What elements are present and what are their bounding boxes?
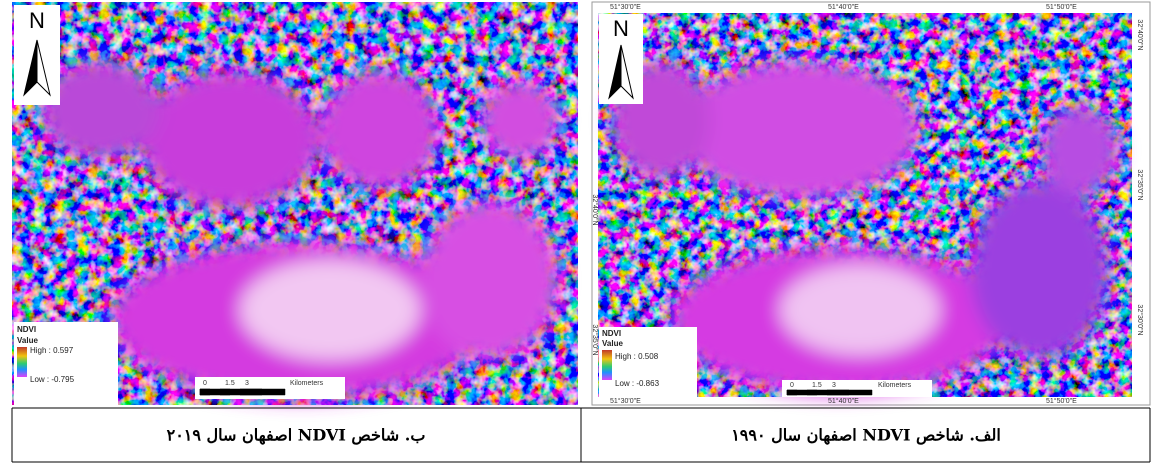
legend-high: High : 0.508 [615, 352, 659, 361]
coord-label: 32°35'0"N [1136, 169, 1144, 200]
north-label: N [29, 8, 45, 33]
coord-label: 51°40'0"E [828, 3, 859, 11]
coord-label: 51°40'0"E [828, 397, 859, 405]
legend-title: NDVI [602, 329, 621, 338]
scale-bar [786, 389, 873, 396]
legend-box [599, 327, 697, 397]
legend-title: NDVI [17, 325, 36, 334]
map-1990: N NDVI Value High : 0.508 Low : -0.863 0… [591, 1, 1151, 406]
urban-area [40, 60, 560, 400]
scale-label: 0 [203, 380, 207, 387]
coord-label: 32°40'0"N [591, 194, 599, 225]
coord-label: 32°35'0"N [591, 324, 599, 355]
scale-bar [199, 388, 286, 396]
legend-low: Low : -0.863 [615, 379, 660, 388]
coord-label: 32°30'0"N [1136, 304, 1144, 335]
legend-high: High : 0.597 [30, 346, 74, 355]
coord-label: 51°50'0"E [1046, 397, 1077, 405]
legend-box [14, 322, 118, 405]
caption: ب. شاخص NDVI اصفهان سال ۲۰۱۹ [167, 426, 426, 446]
scale-label: 3 [245, 380, 249, 387]
legend-subtitle: Value [17, 336, 38, 345]
scale-label: 1.5 [812, 382, 822, 389]
scale-label: 0 [790, 382, 794, 389]
coord-label: 51°30'0"E [610, 3, 641, 11]
coord-label: 32°40'0"N [1136, 19, 1144, 50]
north-arrow [36, 39, 51, 97]
scale-label: Kilometers [290, 380, 324, 387]
legend-subtitle: Value [602, 339, 623, 348]
legend-ramp [602, 350, 612, 380]
map-2019: N NDVI Value High : 0.597 Low : -0.795 0… [12, 2, 578, 405]
urban-area [610, 60, 1120, 395]
north-arrow [620, 44, 634, 100]
legend-ramp [17, 347, 27, 377]
coord-label: 51°30'0"E [610, 397, 641, 405]
scale-label: 1.5 [225, 380, 235, 387]
scale-label: Kilometers [878, 382, 912, 389]
legend-low: Low : -0.795 [30, 375, 75, 384]
caption-table [11, 407, 1151, 463]
north-label: N [613, 16, 629, 41]
caption: الف. شاخص NDVI اصفهان سال ۱۹۹۰ [731, 426, 1001, 446]
scale-label: 3 [832, 382, 836, 389]
coord-label: 51°50'0"E [1046, 3, 1077, 11]
